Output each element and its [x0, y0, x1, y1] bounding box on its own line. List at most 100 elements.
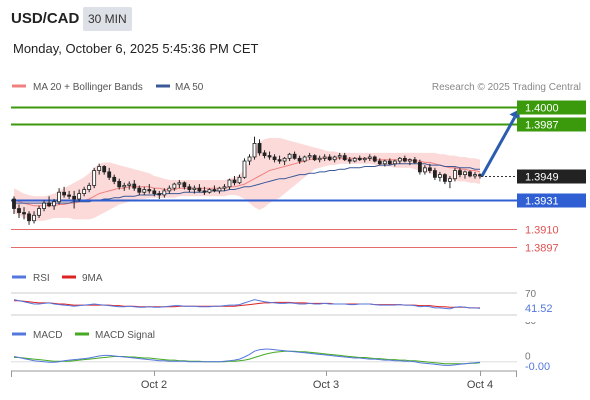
- candle-bear: [277, 159, 282, 162]
- candle-bear: [327, 156, 332, 161]
- candle-bear: [377, 160, 382, 165]
- credit-text: Research © 2025 Trading Central: [432, 82, 581, 93]
- timestamp: Monday, October 6, 2025 5:45:36 PM CET: [13, 41, 259, 56]
- candle-bull: [162, 190, 167, 196]
- candle-bear: [417, 161, 422, 173]
- x-tick-label: Oct 3: [313, 379, 339, 391]
- candle-bear: [458, 170, 462, 176]
- candle-bear: [12, 198, 16, 209]
- timeframe-badge[interactable]: 30 MIN: [83, 7, 132, 31]
- x-tick-label: Oct 2: [141, 379, 167, 391]
- rsi-legend-label: RSI: [33, 273, 50, 284]
- rsi-line: [13, 299, 481, 310]
- candle-bull: [192, 187, 197, 190]
- candle-bull: [317, 157, 322, 161]
- candle-bull: [142, 189, 147, 193]
- candle-bear: [157, 193, 162, 196]
- candle-bear: [468, 171, 472, 177]
- pivot-label-box: [517, 193, 586, 208]
- bollinger-band: [14, 138, 480, 221]
- candle-bull: [87, 185, 92, 190]
- candle-bear: [387, 160, 392, 165]
- main-legend: MA 20 + Bollinger Bands MA 50 Research ©…: [12, 82, 581, 93]
- candle-bull: [397, 157, 402, 162]
- candle-bull: [32, 214, 36, 222]
- candle-bull: [207, 189, 212, 193]
- candle-bear: [312, 155, 317, 161]
- bollinger-band-fill: [14, 138, 480, 221]
- rsi-ma-legend-label: 9MA: [82, 273, 103, 284]
- ma20-legend-swatch: [12, 84, 26, 88]
- candle-bull: [172, 183, 177, 189]
- candle-bear: [17, 208, 21, 213]
- candle-bear: [182, 182, 187, 188]
- last-price-label: 1.3949: [525, 172, 559, 184]
- price-levels: [11, 106, 517, 248]
- rsi-value-label: 41.52: [525, 303, 553, 315]
- ma50-legend-swatch: [156, 84, 170, 88]
- candle-bull: [473, 174, 477, 177]
- macd-legend-swatch: [12, 332, 26, 336]
- macd-legend: MACD MACD Signal: [12, 330, 155, 341]
- candle-bull: [322, 156, 327, 159]
- candle-bear: [297, 157, 302, 162]
- macd-zero-label: 0: [525, 352, 531, 363]
- candle-bear: [152, 190, 157, 195]
- candle-bear: [112, 176, 117, 182]
- candle-bull: [448, 178, 452, 182]
- candle-bull: [57, 191, 61, 203]
- macd-axis-mask: [517, 359, 577, 364]
- candle-bear: [292, 153, 297, 159]
- candle-bull: [42, 202, 46, 209]
- rsi-panel: 703041.52: [11, 289, 577, 327]
- candle-bear: [137, 187, 142, 193]
- macd-signal-line: [14, 350, 481, 365]
- candle-bull: [282, 157, 287, 162]
- candle-bear: [232, 179, 237, 184]
- rsi-legend-swatch: [12, 275, 26, 279]
- forecast-arrow: [480, 109, 520, 177]
- candle-bull: [367, 156, 372, 159]
- resistance-label-box: [517, 100, 586, 115]
- candle-bull: [227, 179, 232, 188]
- support-label: 1.3897: [525, 243, 559, 255]
- candlesticks: [12, 136, 482, 225]
- candle-bear: [132, 183, 137, 189]
- rsi-ma-legend-swatch: [62, 275, 76, 279]
- candle-bear: [443, 174, 447, 182]
- candle-bear: [342, 155, 347, 161]
- candle-bear: [27, 213, 31, 222]
- candle-bear: [402, 157, 407, 162]
- resistance-label: 1.4000: [525, 103, 559, 115]
- candle-bull: [438, 174, 442, 178]
- symbol-title: USD/CAD: [11, 10, 80, 27]
- candle-bull: [127, 183, 132, 186]
- candle-bear: [432, 170, 437, 178]
- candle-bull: [77, 193, 82, 200]
- candle-bear: [357, 157, 362, 161]
- candle-bull: [382, 160, 387, 165]
- candle-bear: [117, 180, 122, 188]
- macd-signal-legend-label: MACD Signal: [95, 330, 155, 341]
- resistance-label: 1.3987: [525, 120, 559, 132]
- support-label: 1.3910: [525, 225, 559, 237]
- macd-line: [13, 348, 481, 366]
- resistance-label-box: [517, 117, 586, 132]
- candle-bull: [52, 201, 56, 207]
- candle-bull: [407, 159, 412, 162]
- x-tick-label: Oct 4: [467, 379, 493, 391]
- forecast-arrow-shaft: [480, 116, 517, 177]
- ma20-line: [13, 157, 481, 207]
- candle-bear: [102, 166, 107, 173]
- candle-bear: [347, 159, 352, 162]
- candle-bear: [72, 195, 77, 200]
- candle-bull: [453, 170, 457, 180]
- candle-bull: [463, 171, 467, 176]
- candle-bear: [427, 167, 432, 171]
- candle-bear: [67, 194, 72, 197]
- candle-bear: [107, 171, 112, 178]
- candle-bull: [337, 155, 342, 158]
- candle-bull: [247, 156, 252, 162]
- candle-bear: [202, 190, 207, 193]
